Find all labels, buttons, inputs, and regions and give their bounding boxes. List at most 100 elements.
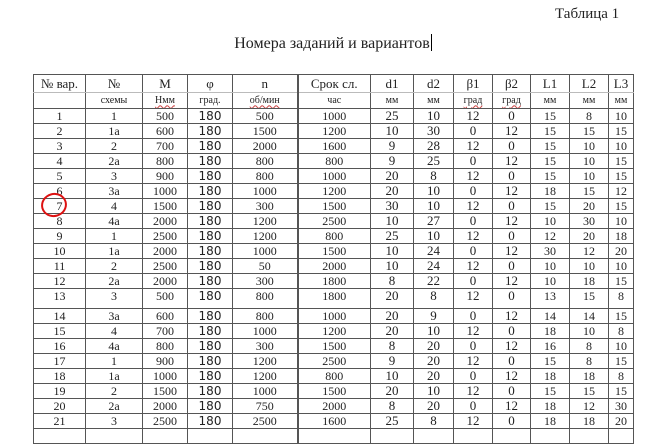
table-cell: 20 <box>370 288 414 309</box>
table-cell: 50 <box>232 258 298 274</box>
table-cell: 14 <box>33 308 86 324</box>
table-cell: 900 <box>142 168 188 184</box>
table-cell: 30 <box>530 243 570 259</box>
table-cell: 10 <box>569 138 609 154</box>
table-cell: 20 <box>370 383 414 399</box>
table-cell: 18 <box>530 398 570 414</box>
table-cell: 1 <box>33 108 86 124</box>
table-cell: 12 <box>492 273 531 289</box>
table-cell: 1200 <box>232 353 298 369</box>
table-cell: 20 <box>608 413 634 429</box>
table-cell: 180 <box>187 138 233 154</box>
table-cell: 8 <box>370 338 414 354</box>
table-cell: 20 <box>413 353 454 369</box>
table-cell: 10 <box>608 108 634 124</box>
table-cell: 12 <box>453 198 493 214</box>
table-cell: 12 <box>453 228 493 244</box>
table-cell: 300 <box>232 198 298 214</box>
table-cell: 600 <box>142 123 188 139</box>
table-cell: 25 <box>370 108 414 124</box>
table-row: 20 2а 2000 180 750 2000 8 20 0 12 18 12 30 <box>33 398 634 414</box>
table-cell: 12 <box>492 368 531 384</box>
table-cell <box>232 428 298 444</box>
unit-cell: мм <box>413 92 454 109</box>
header-cell: β2 <box>492 74 531 93</box>
table-cell: 800 <box>232 153 298 169</box>
table-cell: 9 <box>370 138 414 154</box>
table-cell: 8 <box>608 288 634 309</box>
table-cell <box>187 428 233 444</box>
table-cell: 20 <box>370 323 414 339</box>
unit-cell: град <box>492 92 531 109</box>
table-cell: 2 <box>85 383 143 399</box>
table-cell: 30 <box>370 198 414 214</box>
table-cell: 15 <box>608 308 634 324</box>
table-cell: 180 <box>187 368 233 384</box>
table-cell: 1600 <box>296 413 371 429</box>
table-cell: 180 <box>187 183 233 199</box>
table-cell <box>530 428 570 444</box>
unit-cell: об/мин <box>232 92 298 109</box>
table-cell: 8 <box>370 273 414 289</box>
table-cell: 750 <box>232 398 298 414</box>
table-cell: 800 <box>296 153 371 169</box>
table-cell: 12 <box>608 183 634 199</box>
table-cell: 15 <box>530 138 570 154</box>
table-cell: 19 <box>33 383 86 399</box>
table-cell: 1500 <box>296 383 371 399</box>
table-cell: 0 <box>492 353 531 369</box>
table-cell: 1000 <box>232 323 298 339</box>
table-row: 3 2 700 180 2000 1600 9 28 12 0 15 10 10 <box>33 138 634 154</box>
header-cell: M <box>142 74 188 93</box>
table-cell: 10 <box>413 198 454 214</box>
table-cell: 8 <box>569 108 609 124</box>
table-cell: 3 <box>33 138 86 154</box>
table-cell: 2000 <box>296 398 371 414</box>
table-cell: 10 <box>413 383 454 399</box>
table-cell: 1200 <box>296 323 371 339</box>
table-cell: 25 <box>413 153 454 169</box>
table-cell: 8 <box>413 288 454 309</box>
unit-cell: мм <box>530 92 570 109</box>
table-cell: 12 <box>492 338 531 354</box>
table-cell: 0 <box>492 198 531 214</box>
table-cell: 0 <box>492 108 531 124</box>
table-cell: 15 <box>569 183 609 199</box>
table-cell: 15 <box>569 383 609 399</box>
table-cell: 15 <box>530 153 570 169</box>
table-cell: 1500 <box>296 198 371 214</box>
header-cell: L2 <box>569 74 609 93</box>
table-cell: 1600 <box>296 138 371 154</box>
table-cell: 180 <box>187 198 233 214</box>
table-cell: 15 <box>530 123 570 139</box>
table-cell: 800 <box>232 168 298 184</box>
table-cell: 0 <box>492 168 531 184</box>
units-row: схемы Нмм град. об/мин час мм мм град град мм мм мм <box>33 92 634 109</box>
header-cell: № <box>85 74 143 93</box>
table-cell: 17 <box>33 353 86 369</box>
table-cell: 8 <box>370 398 414 414</box>
table-cell: 18 <box>569 273 609 289</box>
table-cell: 9 <box>33 228 86 244</box>
table-row: 15 4 700 180 1000 1200 20 10 12 0 18 10 8 <box>33 323 634 339</box>
table-cell: 10 <box>569 153 609 169</box>
table-cell: 14 <box>569 308 609 324</box>
table-cell: 25 <box>370 228 414 244</box>
table-cell: 2000 <box>142 243 188 259</box>
table-cell <box>296 428 371 444</box>
table-cell: 12 <box>453 413 493 429</box>
table-cell: 2500 <box>142 228 188 244</box>
table-cell: 700 <box>142 323 188 339</box>
table-cell: 12 <box>492 308 531 324</box>
table-cell: 180 <box>187 398 233 414</box>
table-cell: 5 <box>33 168 86 184</box>
title-text: Номера заданий и вариантов <box>234 35 430 52</box>
document-title[interactable]: Номера заданий и вариантов <box>0 34 666 53</box>
table-cell: 11 <box>33 258 86 274</box>
table-cell: 20 <box>33 398 86 414</box>
table-cell: 180 <box>187 288 233 309</box>
table-row: 1 1 500 180 500 1000 25 10 12 0 15 8 10 <box>33 108 634 124</box>
table-cell: 15 <box>608 123 634 139</box>
table-cell: 1а <box>85 123 143 139</box>
table-cell: 800 <box>142 153 188 169</box>
